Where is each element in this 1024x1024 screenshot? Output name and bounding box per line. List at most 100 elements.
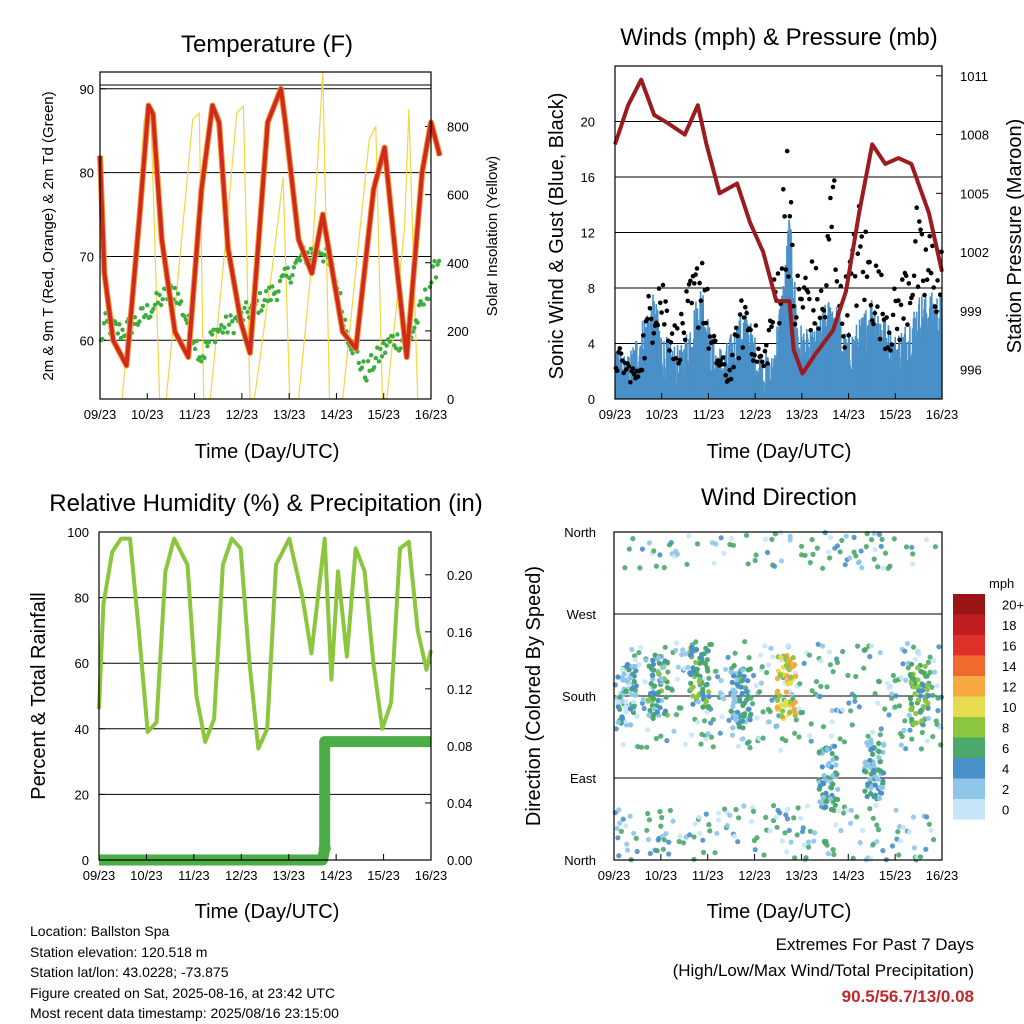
- gust-point: [645, 316, 650, 322]
- direction-cluster-point: [704, 657, 710, 663]
- direction-point: [675, 664, 681, 670]
- temperature-2m-line: [98, 86, 442, 368]
- gust-point: [864, 274, 870, 280]
- gust-point: [839, 321, 845, 327]
- direction-cluster-point: [865, 781, 871, 787]
- direction-cluster-point: [656, 660, 662, 666]
- gust-point: [741, 315, 747, 320]
- direction-point: [670, 818, 676, 824]
- winds-plot-area: 0 4 8 12 16 20 996 999 1002 1005 1008 1011 09/23 10/2…: [581, 65, 989, 422]
- colorbar-swatch: [953, 717, 985, 738]
- direction-point: [662, 644, 668, 650]
- direction-cluster-point: [835, 796, 841, 803]
- gust-point: [761, 363, 766, 369]
- direction-point: [818, 658, 824, 664]
- gust-point: [914, 205, 919, 210]
- gust-point: [680, 320, 685, 326]
- direction-point: [847, 555, 853, 561]
- direction-point: [703, 736, 709, 742]
- direction-point: [824, 684, 830, 690]
- gust-point: [917, 219, 922, 224]
- direction-point: [717, 730, 723, 736]
- colorbar-label: 0: [1002, 802, 1009, 817]
- direction-cluster-point: [690, 684, 696, 690]
- direction-point: [893, 807, 899, 813]
- direction-cluster-point: [739, 690, 745, 696]
- direction-point: [892, 704, 898, 710]
- direction-point: [910, 644, 917, 650]
- direction-cluster-point: [693, 671, 700, 678]
- temperature-xlabel: Time (Day/UTC): [195, 441, 340, 463]
- gust-point: [705, 286, 710, 292]
- gust-point: [879, 272, 884, 278]
- gust-point: [903, 273, 909, 279]
- direction-point: [861, 665, 867, 671]
- direction-cluster-point: [870, 751, 876, 757]
- direction-cluster-point: [687, 670, 693, 676]
- dewpoint-point: [268, 297, 273, 303]
- gust-point: [918, 227, 923, 233]
- direction-point: [710, 744, 716, 750]
- temperature-x-tick-label: 13/23: [273, 407, 306, 422]
- gust-point: [750, 358, 756, 363]
- direction-y-tick-label: South: [562, 689, 596, 704]
- direction-point: [722, 806, 728, 812]
- gust-point: [828, 195, 833, 201]
- direction-point: [865, 733, 871, 739]
- direction-cluster-point: [634, 713, 640, 719]
- direction-point: [645, 727, 651, 733]
- direction-point: [701, 718, 708, 724]
- direction-point: [809, 537, 815, 543]
- direction-point: [783, 812, 789, 818]
- direction-point: [753, 552, 759, 558]
- gust-point: [906, 281, 912, 286]
- direction-point: [842, 562, 848, 568]
- direction-point: [917, 854, 924, 860]
- gust-point: [770, 320, 776, 325]
- direction-cluster-point: [909, 661, 915, 667]
- gust-point: [730, 352, 735, 358]
- direction-point: [807, 560, 813, 566]
- direction-point: [814, 545, 820, 551]
- gust-point: [696, 325, 701, 331]
- gust-point: [896, 298, 901, 303]
- direction-point: [663, 831, 669, 837]
- gust-point: [758, 353, 764, 359]
- direction-point: [903, 677, 909, 683]
- gust-point: [816, 326, 821, 332]
- dewpoint-point: [274, 297, 280, 303]
- gust-point: [771, 277, 777, 282]
- colorbar-swatch: [953, 594, 985, 615]
- gust-point: [727, 367, 732, 373]
- direction-point: [700, 837, 706, 843]
- direction-cluster-point: [869, 746, 875, 752]
- gust-point: [842, 345, 847, 350]
- direction-point: [645, 836, 652, 843]
- direction-point: [824, 842, 830, 848]
- direction-point: [633, 835, 639, 842]
- direction-cluster-point: [690, 701, 696, 707]
- direction-point: [848, 807, 855, 813]
- direction-cluster-point: [741, 673, 747, 679]
- dewpoint-point: [148, 314, 153, 319]
- direction-cluster-point: [656, 689, 662, 696]
- direction-point: [931, 837, 937, 843]
- direction-point: [752, 557, 758, 564]
- direction-point: [637, 565, 643, 571]
- direction-cluster-point: [876, 740, 882, 747]
- direction-point: [643, 657, 649, 663]
- gust-point: [832, 178, 837, 183]
- humidity-y-tick-label: 20: [75, 787, 89, 802]
- direction-x-tick-label: 11/23: [692, 868, 724, 883]
- direction-cluster-point: [631, 678, 638, 685]
- direction-cluster-point: [650, 672, 656, 679]
- temperature-panel: Temperature (F) 60 70 80 90 0 200 400 600 800 09/…: [40, 31, 501, 463]
- gust-point: [824, 283, 829, 288]
- direction-point: [760, 735, 766, 741]
- gust-point: [803, 275, 808, 281]
- direction-cluster-point: [916, 688, 922, 694]
- direction-point: [750, 672, 757, 679]
- dewpoint-point: [157, 292, 162, 298]
- direction-point: [828, 733, 834, 739]
- winds-y2-tick-label: 1002: [960, 245, 989, 260]
